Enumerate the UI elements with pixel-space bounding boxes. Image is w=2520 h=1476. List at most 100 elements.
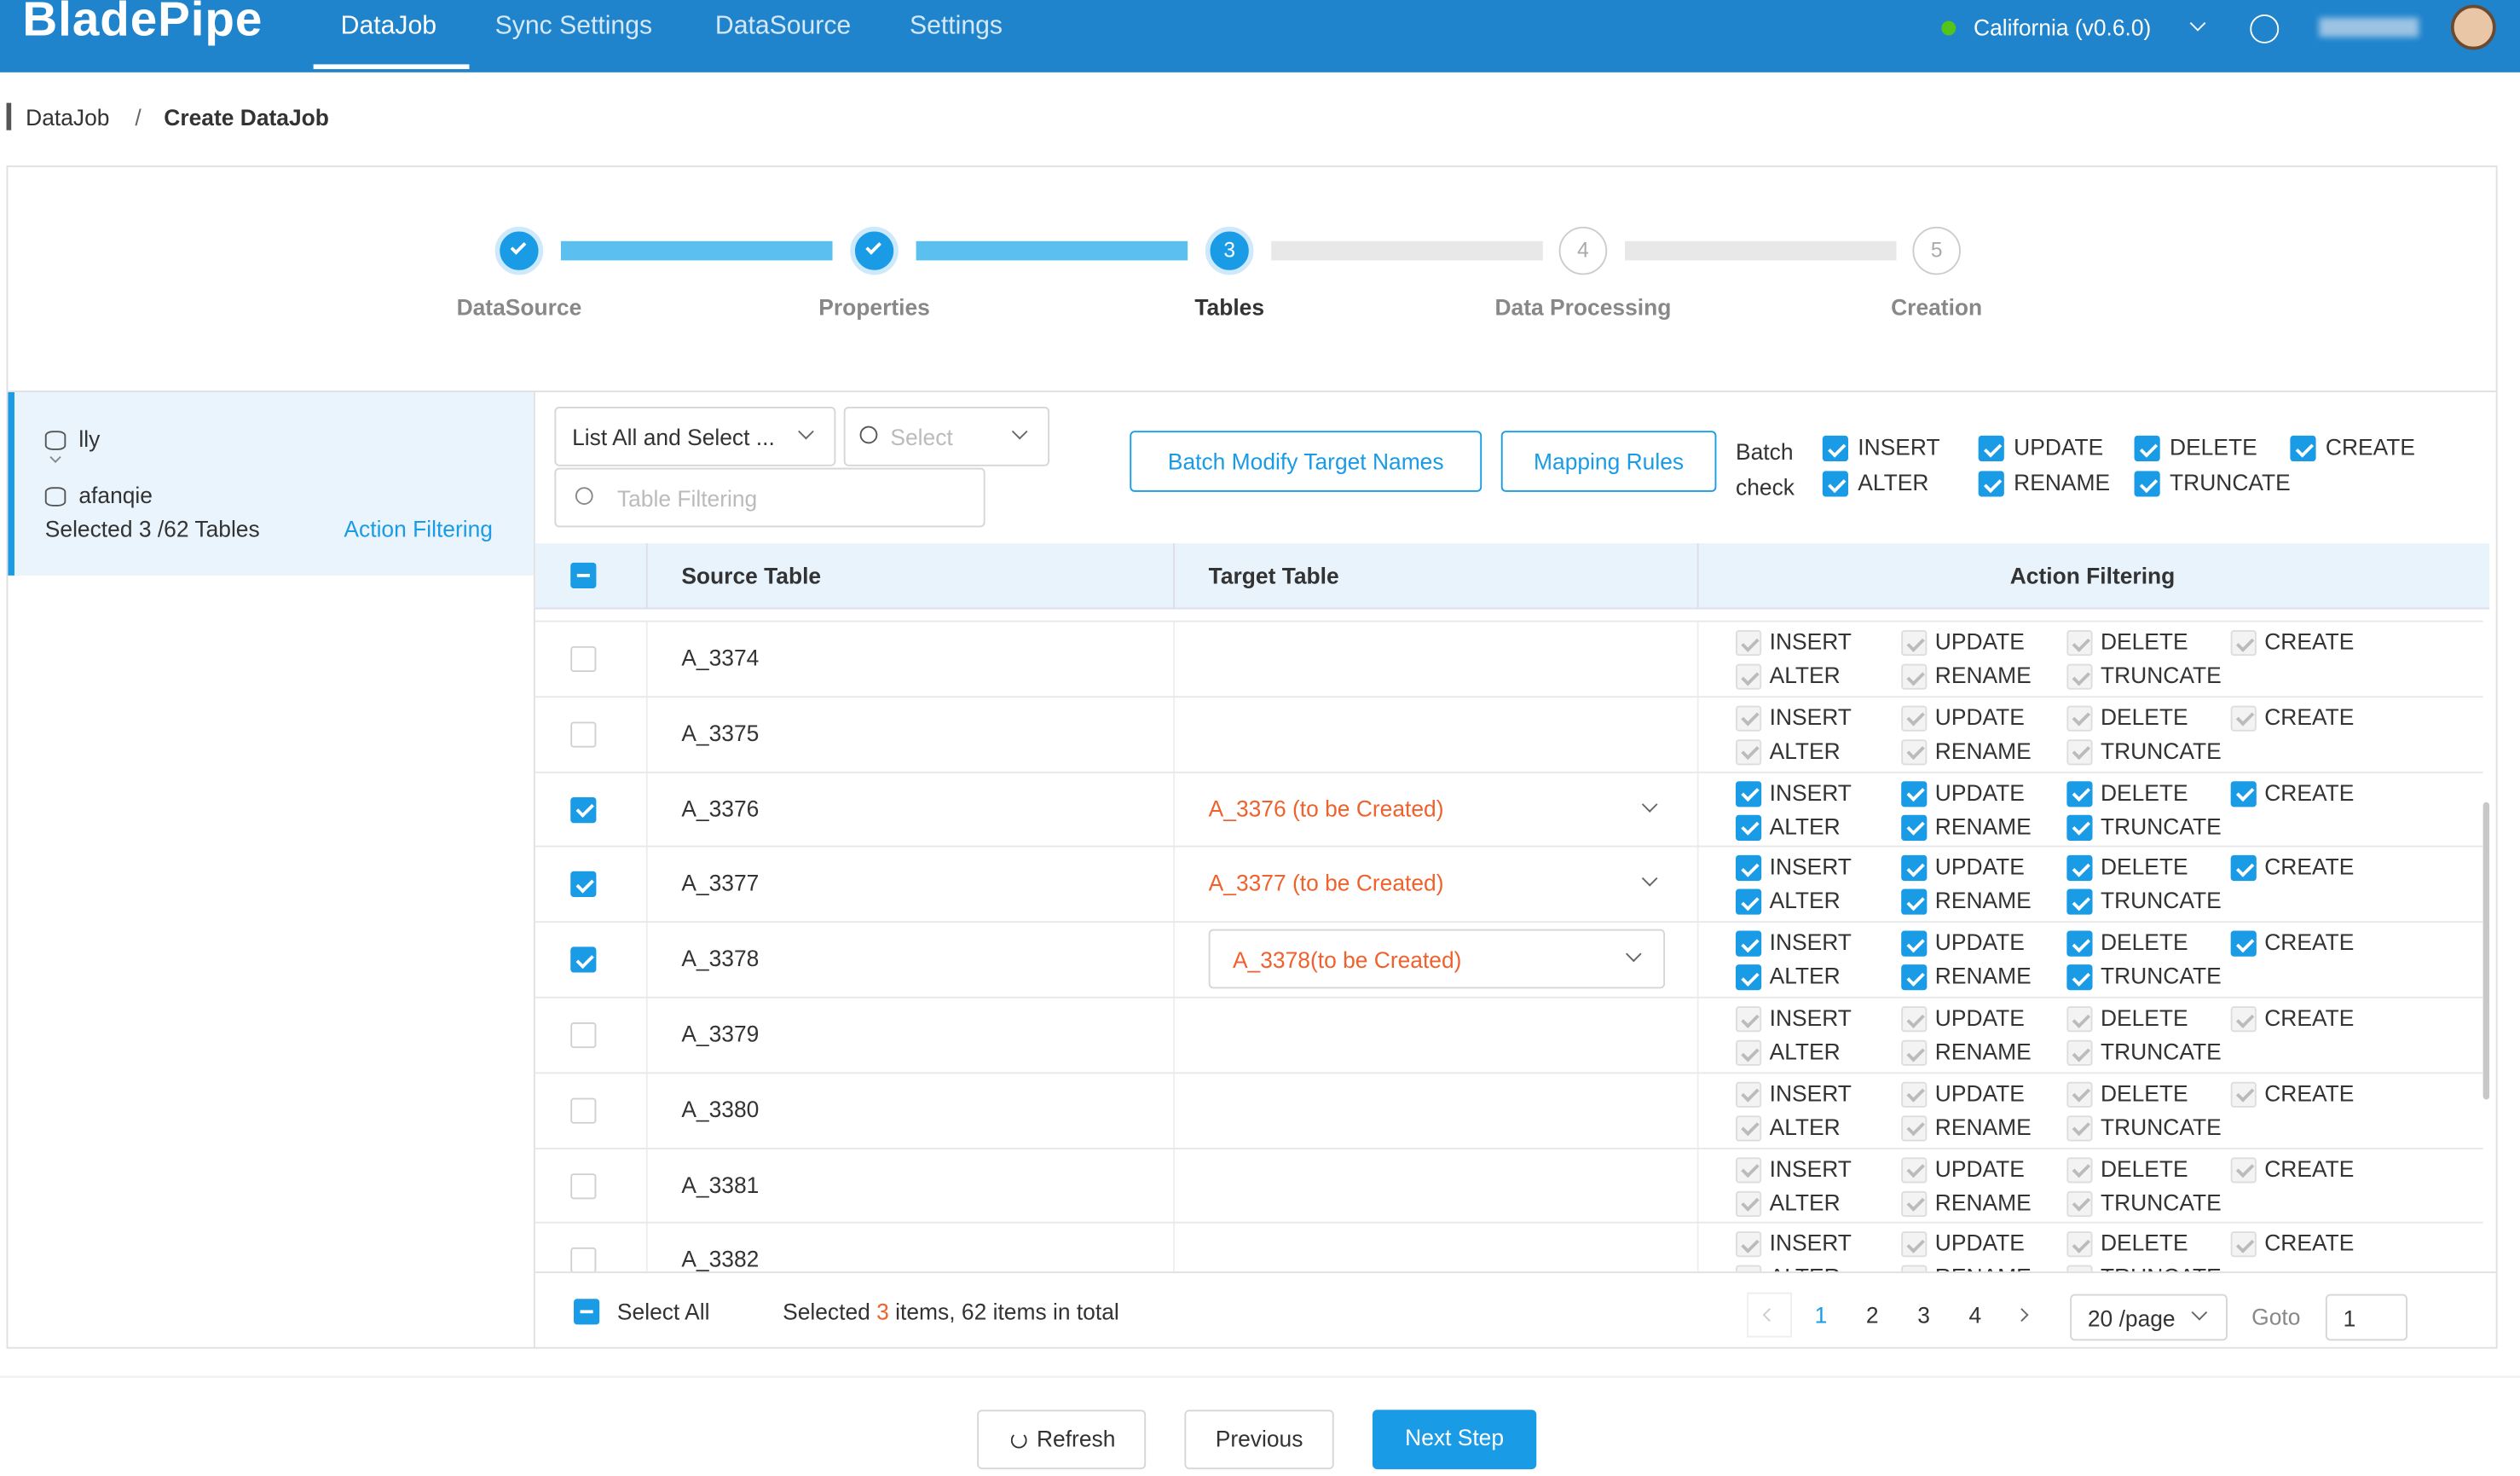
checkbox[interactable] xyxy=(1736,738,1762,765)
checkbox[interactable] xyxy=(1901,1265,1928,1272)
checkbox[interactable] xyxy=(1901,855,1928,882)
checkbox[interactable] xyxy=(1822,435,1848,462)
checkbox[interactable] xyxy=(1901,1081,1928,1108)
page-number[interactable]: 1 xyxy=(1814,1302,1828,1328)
select-all-label[interactable]: Select All xyxy=(616,1299,710,1325)
action-button[interactable]: Refresh xyxy=(977,1409,1147,1470)
checkbox[interactable] xyxy=(2230,629,2257,657)
help-icon[interactable] xyxy=(2250,14,2280,43)
checkbox[interactable] xyxy=(570,796,597,823)
checkbox[interactable] xyxy=(1901,814,1928,841)
table-filter[interactable]: Table Filtering xyxy=(554,467,985,528)
checkbox[interactable] xyxy=(1736,629,1762,657)
checkbox[interactable] xyxy=(1736,663,1762,690)
checkbox[interactable] xyxy=(2230,1081,2257,1108)
checkbox[interactable] xyxy=(2230,705,2257,732)
nav-tab[interactable]: Settings xyxy=(910,13,1003,41)
checkbox[interactable] xyxy=(1901,663,1928,690)
checkbox[interactable] xyxy=(1901,1114,1928,1142)
checkbox[interactable] xyxy=(2230,1231,2257,1258)
checkbox[interactable] xyxy=(2230,930,2257,958)
checkbox[interactable] xyxy=(1978,471,2004,497)
checkbox[interactable] xyxy=(570,946,597,973)
checkbox[interactable] xyxy=(2066,738,2093,765)
region[interactable]: California (v0.6.0) xyxy=(1974,14,2152,41)
checkbox[interactable] xyxy=(570,721,597,748)
page-number[interactable]: 4 xyxy=(1968,1302,1982,1328)
checkbox[interactable] xyxy=(1736,930,1762,958)
checkbox[interactable] xyxy=(570,645,597,673)
checkbox[interactable] xyxy=(2066,705,2093,732)
prev-page[interactable] xyxy=(1747,1292,1792,1338)
nav-tab[interactable]: DataSource xyxy=(714,13,852,41)
mode-select[interactable]: List All and Select ... xyxy=(554,406,836,466)
checkbox[interactable] xyxy=(2066,1190,2093,1217)
checkbox[interactable] xyxy=(570,1172,597,1199)
action-filtering-link[interactable]: Action Filtering xyxy=(344,516,493,542)
checkbox[interactable] xyxy=(2066,930,2093,958)
checkbox[interactable] xyxy=(1736,889,1762,916)
checkbox[interactable] xyxy=(1901,1006,1928,1033)
checkbox[interactable] xyxy=(1736,1006,1762,1033)
checkbox[interactable] xyxy=(2134,471,2160,497)
checkbox[interactable] xyxy=(2230,1006,2257,1033)
checkbox[interactable] xyxy=(570,1247,597,1272)
chevron[interactable] xyxy=(1641,871,1658,888)
checkbox[interactable] xyxy=(2134,435,2160,462)
checkbox[interactable] xyxy=(1736,964,1762,991)
checkbox[interactable] xyxy=(1901,964,1928,991)
checkbox[interactable] xyxy=(2066,663,2093,690)
checkbox[interactable] xyxy=(1901,1039,1928,1066)
checkbox[interactable] xyxy=(2066,1039,2093,1066)
checkbox[interactable] xyxy=(570,1097,597,1124)
checkbox[interactable] xyxy=(1736,780,1762,807)
checkbox[interactable] xyxy=(2066,629,2093,657)
checkbox[interactable] xyxy=(1901,629,1928,657)
breadcrumb-link[interactable]: DataJob xyxy=(26,104,110,130)
checkbox[interactable] xyxy=(2066,814,2093,841)
checkbox[interactable] xyxy=(1901,738,1928,765)
checkbox[interactable] xyxy=(1901,1231,1928,1258)
checkbox[interactable] xyxy=(2066,1265,2093,1272)
checkbox[interactable] xyxy=(2066,1231,2093,1258)
checkbox[interactable] xyxy=(2066,1156,2093,1183)
checkbox[interactable] xyxy=(570,562,597,588)
chevron[interactable] xyxy=(1641,796,1658,813)
checkbox[interactable] xyxy=(570,871,597,898)
checkbox[interactable] xyxy=(1901,705,1928,732)
checkbox[interactable] xyxy=(2230,780,2257,807)
avatar[interactable] xyxy=(2450,4,2496,50)
target-select[interactable]: A_3378(to be Created) xyxy=(1208,929,1666,989)
checkbox[interactable] xyxy=(1736,1190,1762,1217)
nav-tab[interactable]: Sync Settings xyxy=(494,13,653,41)
checkbox[interactable] xyxy=(2066,780,2093,807)
checkbox[interactable] xyxy=(1736,1039,1762,1066)
checkbox[interactable] xyxy=(1901,1156,1928,1183)
checkbox[interactable] xyxy=(570,1022,597,1049)
checkbox[interactable] xyxy=(1736,814,1762,841)
action-button[interactable]: Previous xyxy=(1184,1409,1334,1470)
checkbox[interactable] xyxy=(1901,889,1928,916)
checkbox[interactable] xyxy=(2066,1006,2093,1033)
checkbox[interactable] xyxy=(1901,1190,1928,1217)
checkbox[interactable] xyxy=(1736,1265,1762,1272)
checkbox[interactable] xyxy=(1736,1081,1762,1108)
checkbox[interactable] xyxy=(2066,1081,2093,1108)
checkbox[interactable] xyxy=(574,1299,600,1325)
checkbox[interactable] xyxy=(1901,930,1928,958)
checkbox[interactable] xyxy=(1736,1231,1762,1258)
goto-input[interactable]: 1 xyxy=(2325,1294,2408,1341)
sidebar-item[interactable]: lly afanqie Selected 3 /62 Tables Action Fi… xyxy=(8,391,534,576)
checkbox[interactable] xyxy=(2066,1114,2093,1142)
checkbox[interactable] xyxy=(1978,435,2004,462)
page-number[interactable]: 3 xyxy=(1917,1302,1930,1328)
checkbox[interactable] xyxy=(1736,1156,1762,1183)
checkbox[interactable] xyxy=(2230,855,2257,882)
page-size-select[interactable]: 20 /page xyxy=(2070,1294,2228,1341)
nav-tab[interactable]: DataJob xyxy=(340,13,437,41)
checkbox[interactable] xyxy=(1736,855,1762,882)
checkbox[interactable] xyxy=(1822,471,1848,497)
checkbox[interactable] xyxy=(1736,1114,1762,1142)
checkbox[interactable] xyxy=(2290,435,2316,462)
checkbox[interactable] xyxy=(2066,889,2093,916)
